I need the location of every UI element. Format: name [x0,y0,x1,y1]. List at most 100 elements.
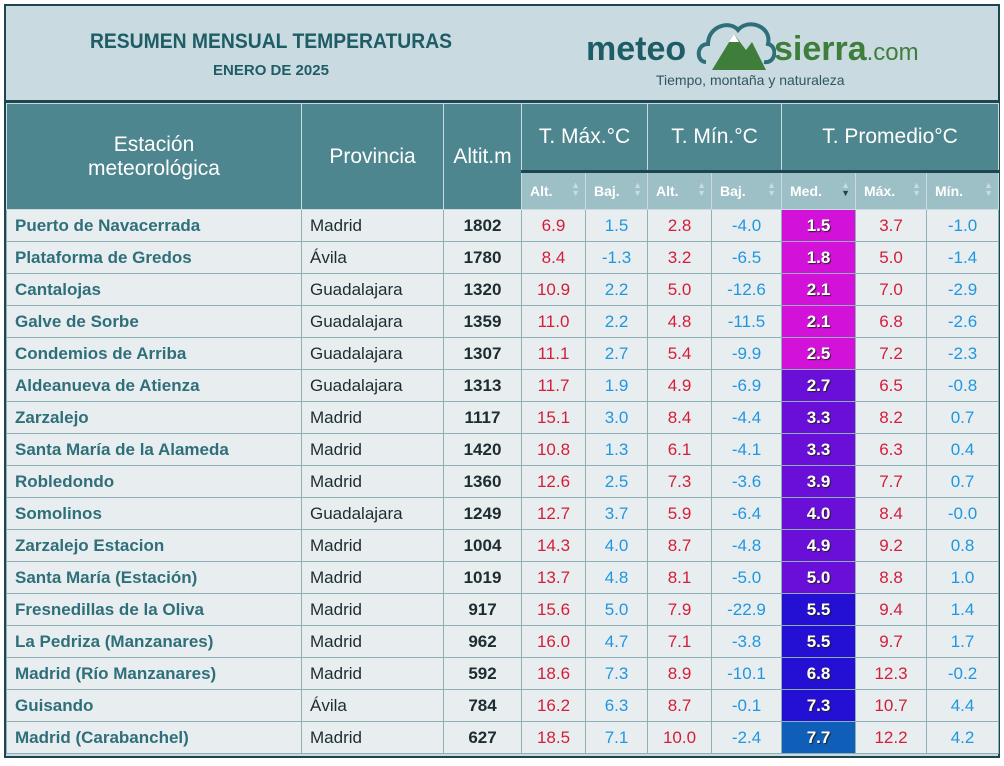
table-row: La Pedriza (Manzanares) Madrid 962 16.0 4.7 7… [6,625,1000,658]
tmax-high: 10.9 [521,273,586,306]
temperature-table: Estación meteorológica Provincia Altit.m … [6,103,1000,754]
tmin-low: -9.9 [711,337,783,370]
sort-tavg-mean[interactable]: Med. ▲ ▼ [781,170,857,210]
tavg-min: 4.2 [926,721,1000,754]
tmax-high: 12.7 [521,497,586,530]
tmin-low: -11.5 [711,305,783,338]
tavg-max: 10.7 [855,689,928,722]
sub-header-label: Mín. [935,183,964,199]
table-row: Aldeanueva de Atienza Guadalajara 1313 11.7… [6,369,1000,402]
tavg-min: -2.3 [926,337,1000,370]
tmax-low: 1.5 [584,209,649,242]
tavg-mean: 7.7 [781,721,857,754]
tmin-high: 2.8 [647,209,713,242]
table-row: Madrid (Carabanchel) Madrid 627 18.5 7.1 10.0… [6,721,1000,754]
tmax-low: -1.3 [584,241,649,274]
tmin-low: -12.6 [711,273,783,306]
table-row: Fresnedillas de la Oliva Madrid 917 15.6 5.0… [6,593,1000,626]
tavg-mean: 4.0 [781,497,857,530]
altitude: 1004 [443,529,522,562]
altitude: 1360 [443,465,522,498]
station-name: Plataforma de Gredos [6,241,302,274]
header-station: Estación meteorológica [6,103,302,210]
tmax-high: 11.1 [521,337,586,370]
table-row: Plataforma de Gredos Ávila 1780 8.4 -1.3 3.2-… [6,241,1000,274]
tmin-high: 6.1 [647,433,713,466]
tmin-low: -2.4 [711,721,783,754]
province: Madrid [301,209,444,242]
tavg-max: 9.2 [855,529,928,562]
table-row: Santa María (Estación) Madrid 1019 13.7 4.8 8… [6,561,1000,594]
altitude: 1320 [443,273,522,306]
logo-text-right: sierra.com [774,30,919,68]
banner: RESUMEN MENSUAL TEMPERATURAS ENERO DE 20… [6,6,998,103]
tavg-max: 6.5 [855,369,928,402]
sort-arrows-icon: ▲ ▼ [912,180,922,198]
tmin-low: -10.1 [711,657,783,690]
tmax-low: 7.1 [584,721,649,754]
sub-header-label: Med. [790,183,822,199]
tavg-max: 12.2 [855,721,928,754]
sort-tmax-high[interactable]: Alt. ▲ ▼ [521,170,586,210]
altitude: 1802 [443,209,522,242]
tmin-low: -0.1 [711,689,783,722]
tmin-low: -22.9 [711,593,783,626]
province: Madrid [301,625,444,658]
tavg-mean: 3.3 [781,433,857,466]
table-row: Zarzalejo Estacion Madrid 1004 14.3 4.0 8.7 -4… [6,529,1000,562]
sort-tmin-high[interactable]: Alt. ▲ ▼ [647,170,713,210]
tavg-min: -0.2 [926,657,1000,690]
sort-tavg-min[interactable]: Mín. ▲ ▼ [926,170,1000,210]
tavg-max: 9.7 [855,625,928,658]
sub-header-label: Máx. [864,183,896,199]
table-row: Santa María de la Alameda Madrid 1420 10.8 1… [6,433,1000,466]
header-altitude: Altit.m [443,103,522,210]
table-row: Condemios de Arriba Guadalajara 1307 11.1 2.… [6,337,1000,370]
tmin-high: 7.3 [647,465,713,498]
station-name: Condemios de Arriba [6,337,302,370]
station-name: Madrid (Carabanchel) [6,721,302,754]
altitude: 1313 [443,369,522,402]
station-name: Galve de Sorbe [6,305,302,338]
logo-text-left: meteo [586,30,687,68]
tmax-high: 15.1 [521,401,586,434]
province: Guadalajara [301,337,444,370]
tmin-high: 8.1 [647,561,713,594]
altitude: 1307 [443,337,522,370]
sort-tavg-max[interactable]: Máx. ▲ ▼ [855,170,928,210]
sort-arrows-icon: ▲ ▼ [841,180,851,198]
tmax-high: 10.8 [521,433,586,466]
station-name: Aldeanueva de Atienza [6,369,302,402]
sub-header-label: Alt. [656,183,679,199]
tmin-high: 7.1 [647,625,713,658]
header-tmax: T. Máx.°C [520,103,649,172]
tavg-min: -0.0 [926,497,1000,530]
header-province: Provincia [301,103,444,210]
tmax-high: 15.6 [521,593,586,626]
altitude: 1780 [443,241,522,274]
header-tmin: T. Mín.°C [647,103,783,172]
tavg-max: 3.7 [855,209,928,242]
station-name: Robledondo [6,465,302,498]
province: Ávila [301,241,444,274]
sort-tmin-low[interactable]: Baj. ▲ ▼ [711,170,783,210]
altitude: 784 [443,689,522,722]
tavg-min: 1.4 [926,593,1000,626]
sort-tmax-low[interactable]: Baj. ▲ ▼ [584,170,649,210]
tmin-high: 5.4 [647,337,713,370]
altitude: 962 [443,625,522,658]
tmax-high: 8.4 [521,241,586,274]
tavg-min: -2.9 [926,273,1000,306]
tavg-max: 8.2 [855,401,928,434]
tmax-low: 1.3 [584,433,649,466]
tavg-max: 9.4 [855,593,928,626]
tmax-low: 5.0 [584,593,649,626]
mountain-cloud-icon [696,22,776,70]
tmax-low: 3.0 [584,401,649,434]
table-row: Guisando Ávila 784 16.2 6.3 8.7 -0.1 7.3 10.7 4.4 [6,689,1000,722]
table-row: Robledondo Madrid 1360 12.6 2.5 7.3 -3.6 3.9 7.7… [6,465,1000,498]
tavg-mean: 1.8 [781,241,857,274]
tmax-low: 6.3 [584,689,649,722]
tmin-low: -6.9 [711,369,783,402]
tavg-max: 8.4 [855,497,928,530]
